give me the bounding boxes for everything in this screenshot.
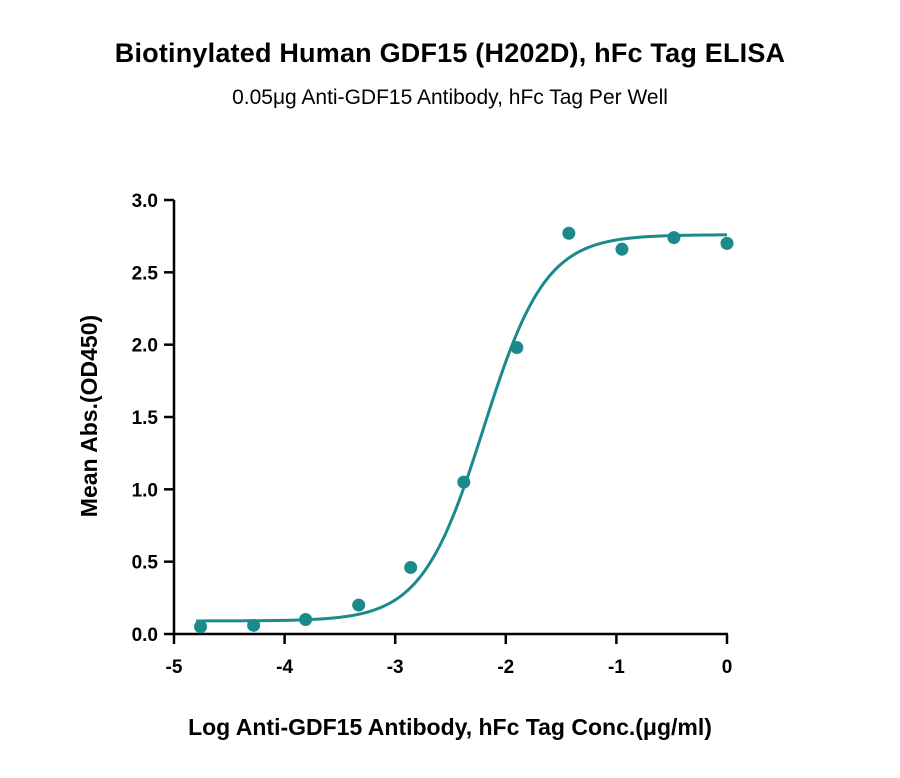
x-tick-label: 0 xyxy=(722,657,733,678)
data-points-layer xyxy=(194,226,734,634)
y-tick-label: 0.0 xyxy=(132,625,158,646)
data-point xyxy=(615,242,629,256)
data-point xyxy=(352,598,366,612)
data-point xyxy=(457,475,471,489)
x-tick-label: -5 xyxy=(166,657,183,678)
data-point xyxy=(510,341,524,355)
x-tick-label: -2 xyxy=(497,657,514,678)
fit-curve-layer xyxy=(196,233,728,623)
data-point xyxy=(562,226,576,240)
data-point xyxy=(247,618,261,632)
y-tick-label: 1.0 xyxy=(132,480,158,501)
x-tick-label: -4 xyxy=(276,657,293,678)
data-point xyxy=(299,613,313,627)
data-point xyxy=(667,231,681,245)
fit-curve xyxy=(196,233,728,623)
y-tick-label: 2.0 xyxy=(132,336,158,357)
y-tick-label: 3.0 xyxy=(132,191,158,212)
y-axis-title: Mean Abs.(OD450) xyxy=(76,315,102,517)
data-point xyxy=(404,560,418,574)
x-tick-label: -3 xyxy=(387,657,404,678)
axes: 0.0 0.5 1.0 1.5 2.0 2.5 3.0 -5 -4 -3 -2 -1 0 xyxy=(132,191,733,678)
chart-title: Biotinylated Human GDF15 (H202D), hFc Ta… xyxy=(114,38,786,68)
y-tick-label: 1.5 xyxy=(132,408,159,429)
data-point xyxy=(720,236,734,250)
chart-subtitle: 0.05μg Anti-GDF15 Antibody, hFc Tag Per … xyxy=(232,86,668,109)
y-tick-label: 0.5 xyxy=(132,553,159,574)
x-tick-label: -1 xyxy=(608,657,625,678)
data-point xyxy=(194,620,208,634)
y-tick-label: 2.5 xyxy=(132,263,159,284)
x-axis-title: Log Anti-GDF15 Antibody, hFc Tag Conc.(μ… xyxy=(188,714,712,740)
